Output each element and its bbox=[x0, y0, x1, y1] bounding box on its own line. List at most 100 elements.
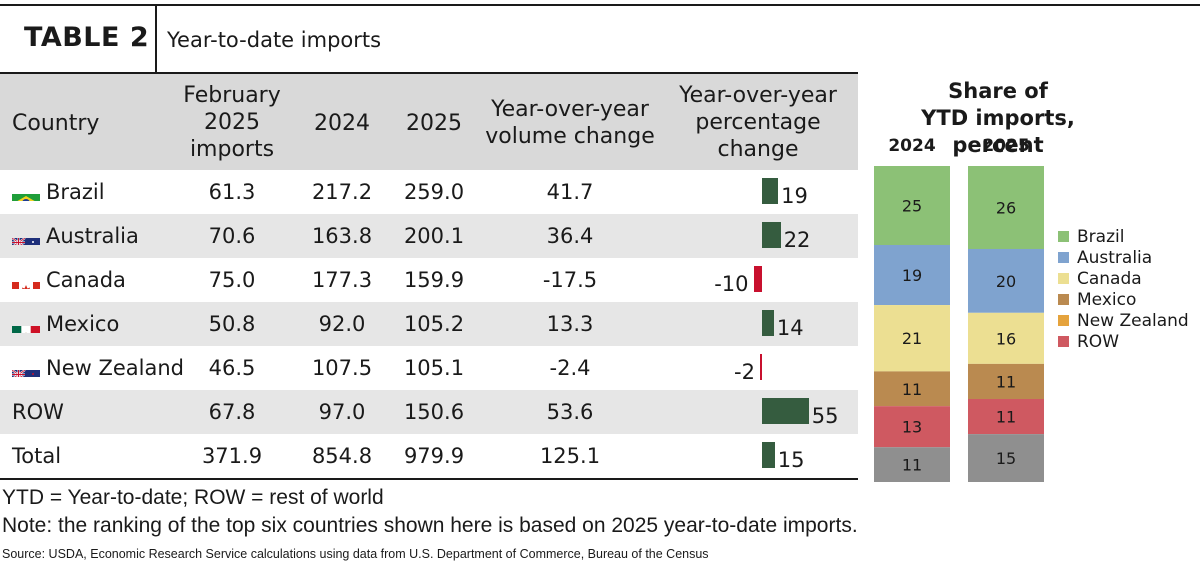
column-header-2024: 2024 bbox=[314, 111, 370, 136]
share-segment-label: 11 bbox=[902, 456, 922, 475]
country-name: New Zealand bbox=[46, 356, 184, 380]
imports-2024-cell: 92.0 bbox=[318, 312, 366, 336]
imports-2025-cell: 979.9 bbox=[403, 444, 465, 468]
share-segment-label: 21 bbox=[902, 329, 922, 348]
legend-label: Mexico bbox=[1077, 289, 1137, 310]
percentage-change-label: 15 bbox=[777, 448, 805, 472]
country-name: Total bbox=[12, 444, 62, 468]
country-name: ROW bbox=[12, 400, 64, 424]
share-segment-mexico-2025 bbox=[968, 363, 1044, 400]
column-header-country: Country bbox=[12, 111, 100, 136]
imports-2024-cell: 217.2 bbox=[311, 180, 373, 204]
new-zealand-flag-icon bbox=[12, 359, 40, 377]
imports-2025-cell: 259.0 bbox=[403, 180, 465, 204]
legend-item: ROW bbox=[1058, 331, 1189, 352]
february-2025-imports-cell: 70.6 bbox=[208, 224, 256, 248]
country-name: Brazil bbox=[46, 180, 105, 204]
imports-2024-cell: 177.3 bbox=[311, 268, 373, 292]
imports-2025-cell: 159.9 bbox=[403, 268, 465, 292]
share-segment-label: 26 bbox=[996, 198, 1016, 217]
percentage-change-bar bbox=[762, 310, 774, 336]
imports-2025-cell: 105.1 bbox=[403, 356, 465, 380]
column-header-volume-change: Year-over-year volume change bbox=[485, 97, 655, 149]
share-segment-row-2024 bbox=[874, 406, 950, 448]
country-name: Canada bbox=[46, 268, 126, 292]
country-cell: Mexico bbox=[12, 302, 119, 346]
share-segment-canada-2025 bbox=[968, 312, 1044, 364]
legend-swatch bbox=[1058, 231, 1069, 242]
imports-2024-cell: 163.8 bbox=[311, 224, 373, 248]
percentage-change-bar bbox=[762, 442, 775, 468]
share-segment-label: 11 bbox=[996, 408, 1016, 427]
country-name: Australia bbox=[46, 224, 139, 248]
imports-2024-cell: 854.8 bbox=[311, 444, 373, 468]
february-2025-imports-cell: 67.8 bbox=[208, 400, 256, 424]
share-segment-canada-2024 bbox=[874, 305, 950, 372]
table-row: Total 371.9 854.8 979.9 125.1 15 bbox=[0, 434, 858, 478]
header-rule bbox=[0, 72, 858, 74]
header-divider bbox=[155, 4, 157, 72]
table-number-label: TABLE 2 bbox=[24, 22, 150, 53]
february-2025-imports-cell: 50.8 bbox=[208, 312, 256, 336]
legend-swatch bbox=[1058, 252, 1069, 263]
legend-label: Brazil bbox=[1077, 226, 1125, 247]
percentage-change-label: 19 bbox=[781, 184, 808, 208]
share-chart-title: Share of YTD imports, percent bbox=[921, 79, 1075, 157]
percentage-change-bar bbox=[762, 178, 779, 204]
share-year-label-2024: 2024 bbox=[888, 136, 936, 156]
ranking-note: Note: the ranking of the top six countri… bbox=[2, 514, 858, 537]
share-segment-mexico-2024 bbox=[874, 371, 950, 407]
share-segment-label: 20 bbox=[996, 272, 1016, 291]
share-year-label-2025: 2025 bbox=[982, 136, 1030, 156]
legend-swatch bbox=[1058, 315, 1069, 326]
table-row: New Zealand 46.5 107.5 105.1 -2.4 -2 bbox=[0, 346, 858, 390]
legend-label: Australia bbox=[1077, 247, 1153, 268]
column-header-2025: 2025 bbox=[406, 111, 462, 136]
column-header-february-2025: February 2025 imports bbox=[183, 83, 281, 162]
legend-swatch bbox=[1058, 336, 1069, 347]
mexico-flag-icon bbox=[12, 315, 40, 333]
canada-flag-icon bbox=[12, 271, 40, 289]
country-cell: Australia bbox=[12, 214, 139, 258]
country-cell: Brazil bbox=[12, 170, 105, 214]
table-row: ROW 67.8 97.0 150.6 53.6 55 bbox=[0, 390, 858, 434]
source-note: Source: USDA, Economic Research Service … bbox=[2, 547, 709, 561]
table-title: Year-to-date imports bbox=[167, 28, 382, 52]
share-segment-label: 11 bbox=[902, 380, 922, 399]
table-header: TABLE 2 Year-to-date imports bbox=[0, 0, 1200, 74]
australia-flag-icon bbox=[12, 227, 40, 245]
percentage-change-label: 14 bbox=[776, 316, 804, 340]
country-cell: Canada bbox=[12, 258, 126, 302]
share-segment-label: 15 bbox=[996, 449, 1016, 468]
brazil-flag-icon bbox=[12, 183, 40, 201]
legend-label: ROW bbox=[1077, 331, 1120, 352]
table-row: Australia 70.6 163.8 200.1 36.4 22 bbox=[0, 214, 858, 258]
column-header-percentage-change: Year-over-year percentage change bbox=[679, 83, 837, 162]
table-row: Mexico 50.8 92.0 105.2 13.3 14 bbox=[0, 302, 858, 346]
country-cell: ROW bbox=[12, 390, 64, 434]
share-segment-brazil-2024 bbox=[874, 166, 950, 245]
table-row: Canada 75.0 177.3 159.9 -17.5 -10 bbox=[0, 258, 858, 302]
volume-change-cell: 125.1 bbox=[539, 444, 601, 468]
february-2025-imports-cell: 61.3 bbox=[208, 180, 256, 204]
percentage-change-bar bbox=[753, 266, 762, 292]
legend-label: New Zealand bbox=[1077, 310, 1189, 331]
share-segment-australia-2025 bbox=[968, 248, 1044, 313]
legend-swatch bbox=[1058, 273, 1069, 284]
share-segment-label: 16 bbox=[996, 329, 1016, 348]
percentage-change-label: -2 bbox=[734, 360, 755, 384]
volume-change-cell: -2.4 bbox=[549, 356, 591, 380]
february-2025-imports-cell: 46.5 bbox=[208, 356, 256, 380]
imports-2025-cell: 150.6 bbox=[403, 400, 465, 424]
share-legend: Brazil Australia Canada Mexico New Zealand RO… bbox=[1058, 226, 1189, 352]
legend-label: Canada bbox=[1077, 268, 1142, 289]
share-segment-label: 13 bbox=[902, 418, 922, 437]
country-name: Mexico bbox=[46, 312, 120, 336]
share-segment-label: 25 bbox=[902, 197, 922, 216]
imports-2025-cell: 105.2 bbox=[403, 312, 465, 336]
volume-change-cell: -17.5 bbox=[542, 268, 598, 292]
share-chart: Share of YTD imports, percent 2024 2025 … bbox=[860, 74, 1200, 484]
february-2025-imports-cell: 75.0 bbox=[208, 268, 256, 292]
share-segment-label: 19 bbox=[902, 266, 922, 285]
share-segment-australia-2024 bbox=[874, 245, 950, 306]
